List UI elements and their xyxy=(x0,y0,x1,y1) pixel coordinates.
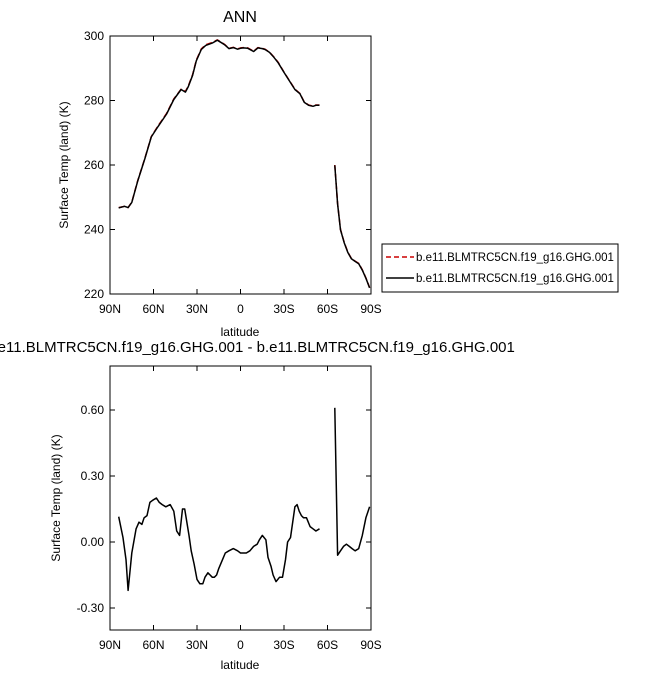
bottom-ytick-label-1: 0.00 xyxy=(81,535,105,549)
bottom-ytick-label-3: 0.60 xyxy=(81,403,105,417)
top-xtick-label-4: 30S xyxy=(273,302,294,316)
top-ytick-label-0: 220 xyxy=(84,287,104,301)
bottom-ytick-label-2: 0.30 xyxy=(81,469,105,483)
bottom-series-1-line-2 xyxy=(334,407,371,556)
top-series-2-line-1 xyxy=(118,39,320,209)
top-xtick-label-5: 60S xyxy=(317,302,338,316)
top-y-ticks: 220 240 260 280 300 xyxy=(84,29,371,301)
top-ytick-label-4: 300 xyxy=(84,29,104,43)
top-series-2-line-2 xyxy=(334,165,371,289)
top-y-axis-label: Surface Temp (land) (K) xyxy=(57,101,71,228)
bottom-y-ticks: -0.30 0.00 0.30 0.60 xyxy=(77,403,371,615)
legend: b.e11.BLMTRC5CN.f19_g16.GHG.001 b.e11.BL… xyxy=(381,243,619,293)
bottom-x-axis-label: latitude xyxy=(221,658,260,672)
top-xtick-label-1: 60N xyxy=(142,302,164,316)
top-title: ANN xyxy=(223,9,257,26)
bottom-x-ticks: 90N 60N 30N 0 30S 60S 90S xyxy=(99,366,382,652)
bottom-xtick-label-6: 90S xyxy=(360,638,381,652)
bottom-ytick-label-0: -0.30 xyxy=(77,601,105,615)
top-plot-frame xyxy=(109,35,372,295)
bottom-xtick-label-0: 90N xyxy=(99,638,121,652)
bottom-xtick-label-1: 60N xyxy=(142,638,164,652)
legend-label-series-2: b.e11.BLMTRC5CN.f19_g16.GHG.001 xyxy=(416,273,614,285)
bottom-plot-frame xyxy=(109,365,372,631)
bottom-title: b.e11.BLMTRC5CN.f19_g16.GHG.001 - b.e11.… xyxy=(0,339,515,356)
bottom-xtick-label-2: 30N xyxy=(186,638,208,652)
top-xtick-label-6: 90S xyxy=(360,302,381,316)
top-ytick-label-1: 240 xyxy=(84,223,104,237)
legend-label-series-1: b.e11.BLMTRC5CN.f19_g16.GHG.001 xyxy=(416,252,614,264)
bottom-xtick-label-4: 30S xyxy=(273,638,294,652)
top-xtick-label-2: 30N xyxy=(186,302,208,316)
bottom-series-1-line-1 xyxy=(117,497,320,592)
top-xtick-label-3: 0 xyxy=(237,302,244,316)
top-xtick-label-0: 90N xyxy=(99,302,121,316)
top-x-ticks: 90N 60N 30N 0 30S 60S 90S xyxy=(99,36,382,316)
bottom-plot-area xyxy=(117,407,371,592)
bottom-panel: b.e11.BLMTRC5CN.f19_g16.GHG.001 - b.e11.… xyxy=(0,339,515,672)
top-ytick-label-2: 260 xyxy=(84,158,104,172)
bottom-xtick-label-5: 60S xyxy=(317,638,338,652)
top-series-1-line-1 xyxy=(118,39,320,209)
top-plot-area xyxy=(118,39,371,289)
top-ytick-label-3: 280 xyxy=(84,94,104,108)
legend-box xyxy=(381,243,619,293)
bottom-y-axis-label: Surface Temp (land) (K) xyxy=(49,434,63,561)
top-x-axis-label: latitude xyxy=(221,325,260,339)
bottom-xtick-label-3: 0 xyxy=(237,638,244,652)
